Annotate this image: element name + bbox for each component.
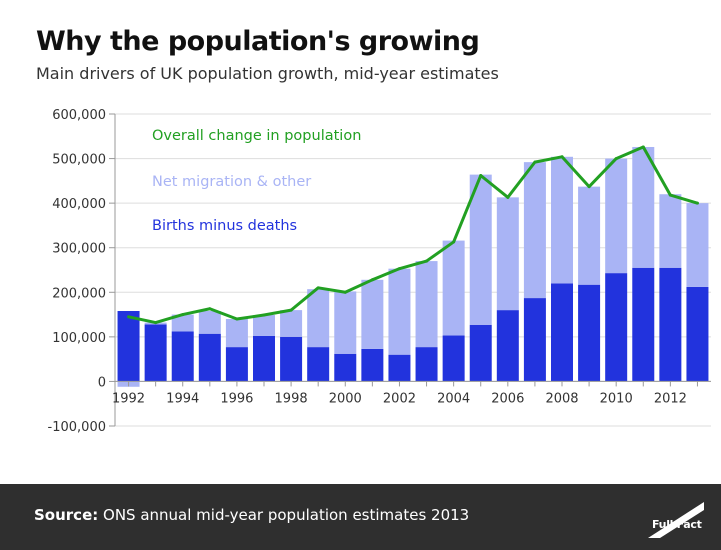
bar-births-minus-deaths: [307, 347, 330, 382]
bar-net-migration: [686, 203, 709, 287]
x-tick-label: 2008: [545, 391, 578, 406]
bar-births-minus-deaths: [415, 347, 438, 382]
point-overall-change: [154, 321, 158, 325]
point-overall-change: [208, 307, 212, 311]
point-overall-change: [425, 259, 429, 263]
bar-births-minus-deaths: [496, 310, 519, 382]
bar-net-migration: [198, 311, 221, 334]
bar-net-migration: [361, 279, 384, 349]
bar-net-migration: [388, 268, 411, 355]
x-tick-label: 2002: [383, 391, 416, 406]
source-note: Source: ONS annual mid-year population e…: [34, 506, 469, 524]
bar-net-migration: [605, 158, 628, 274]
bar-births-minus-deaths: [605, 273, 628, 382]
point-overall-change: [452, 240, 456, 244]
point-overall-change: [262, 313, 266, 317]
y-tick-label: 300,000: [52, 242, 106, 257]
point-overall-change: [397, 267, 401, 271]
x-tick-label: 2006: [491, 391, 524, 406]
bar-births-minus-deaths: [523, 298, 546, 382]
bar-births-minus-deaths: [253, 335, 275, 382]
point-overall-change: [668, 193, 672, 197]
x-tick-label: 2004: [437, 391, 470, 406]
chart-subtitle: Main drivers of UK population growth, mi…: [36, 64, 499, 83]
legend-births-minus-deaths: Births minus deaths: [152, 218, 297, 234]
bar-births-minus-deaths: [117, 311, 140, 382]
footer: Source: ONS annual mid-year population e…: [0, 484, 721, 550]
point-overall-change: [614, 157, 618, 161]
full-fact-logo: Full Fact: [640, 496, 710, 540]
chart-area: 600,000 500,000 400,000 300,000 200,000 100,0…: [48, 108, 711, 435]
y-tick-label: 0: [98, 375, 106, 390]
x-tick-label: 1996: [220, 391, 253, 406]
x-tick-label: 2012: [654, 391, 687, 406]
point-overall-change: [343, 290, 347, 294]
line-overall-change: [128, 145, 698, 325]
bar-births-minus-deaths: [198, 333, 221, 382]
bar-births-minus-deaths: [551, 283, 573, 382]
y-tick-label: -100,000: [48, 420, 106, 435]
point-overall-change: [127, 315, 131, 319]
x-tick-label: 2000: [329, 391, 362, 406]
point-overall-change: [370, 278, 374, 282]
y-tick-label: 200,000: [52, 286, 106, 301]
bar-net-migration: [334, 291, 357, 354]
x-tick-label: 1994: [166, 391, 199, 406]
point-overall-change: [506, 195, 510, 199]
bar-net-migration: [280, 310, 303, 337]
y-tick-label: 500,000: [52, 153, 106, 168]
x-tick-label: 1998: [275, 391, 308, 406]
point-overall-change: [289, 308, 293, 312]
source-text: ONS annual mid-year population estimates…: [98, 506, 470, 524]
point-overall-change: [641, 145, 645, 149]
point-overall-change: [316, 286, 320, 290]
bar-births-minus-deaths: [280, 336, 303, 382]
bar-net-migration: [551, 156, 573, 284]
bar-births-minus-deaths: [225, 347, 248, 382]
bar-net-migration: [496, 197, 519, 311]
bar-net-migration: [415, 261, 438, 348]
bar-net-migration: [578, 186, 601, 285]
bar-net-migration: [523, 162, 546, 299]
bar-births-minus-deaths: [388, 354, 411, 382]
bar-net-migration: [442, 240, 465, 336]
point-overall-change: [479, 174, 483, 178]
bar-net-migration: [171, 314, 194, 332]
bar-births-minus-deaths: [578, 284, 601, 382]
bar-births-minus-deaths: [171, 331, 194, 382]
bar-net-migration: [659, 194, 682, 268]
bar-net-migration: [632, 146, 655, 268]
point-overall-change: [587, 185, 591, 189]
bar-net-migration: [469, 174, 492, 325]
point-overall-change: [533, 160, 537, 164]
bar-net-migration: [253, 315, 275, 336]
point-overall-change: [695, 201, 699, 205]
bar-births-minus-deaths: [632, 267, 655, 382]
legend-net-migration: Net migration & other: [152, 174, 311, 190]
y-tick-label: 400,000: [52, 197, 106, 212]
point-overall-change: [235, 317, 239, 321]
legend-overall-change: Overall change in population: [152, 128, 361, 144]
y-tick-label: 100,000: [52, 331, 106, 346]
bar-births-minus-deaths: [659, 267, 682, 382]
chart-title: Why the population's growing: [36, 26, 480, 57]
source-label: Source:: [34, 506, 99, 524]
point-overall-change: [560, 155, 564, 159]
x-tick-label: 1992: [112, 391, 145, 406]
bar-births-minus-deaths: [469, 324, 492, 382]
bar-births-minus-deaths: [334, 353, 357, 382]
bar-births-minus-deaths: [442, 335, 465, 382]
x-tick-label: 2010: [600, 391, 633, 406]
point-overall-change: [181, 313, 185, 317]
bar-births-minus-deaths: [144, 324, 167, 382]
logo-mark-icon: [648, 502, 704, 538]
bar-births-minus-deaths: [686, 286, 709, 382]
bar-net-migration: [307, 289, 330, 348]
bar-births-minus-deaths: [361, 348, 384, 382]
y-tick-label: 600,000: [52, 108, 106, 123]
bar-net-migration: [225, 319, 248, 348]
logo-text: Full Fact: [652, 518, 702, 531]
